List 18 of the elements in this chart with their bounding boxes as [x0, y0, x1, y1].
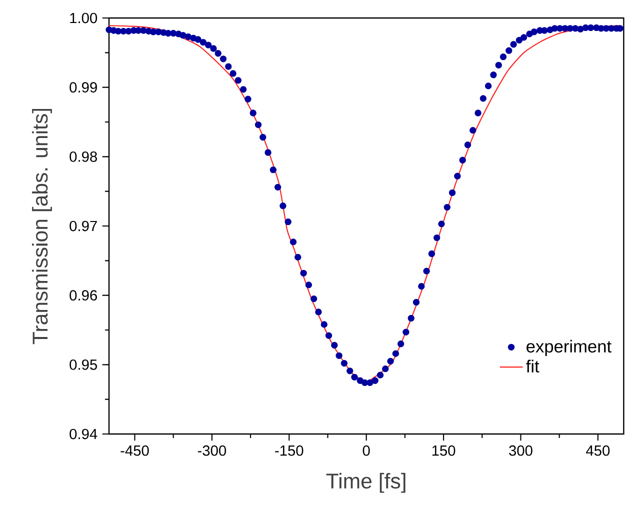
x-tick-label: 150: [432, 445, 456, 456]
y-tick-label: 0.97: [70, 220, 97, 232]
x-tick-label: 0: [362, 445, 370, 456]
y-tick-label: 0.96: [70, 290, 97, 301]
y-tick-label: 0.99: [70, 82, 97, 93]
y-tick-label: 0.98: [70, 151, 97, 162]
x-tick-label: -150: [275, 445, 304, 456]
legend-label: experiment: [526, 340, 612, 356]
x-axis-title: Time [fs]: [326, 472, 406, 493]
legend-label: fit: [526, 360, 540, 372]
x-tick-label: 300: [509, 445, 532, 456]
x-tick-label: -450: [120, 445, 149, 456]
y-tick-label: 1.00: [70, 12, 98, 24]
x-tick-label: 450: [586, 445, 610, 456]
y-tick-label: 0.95: [70, 359, 97, 370]
y-tick-label: 0.94: [70, 428, 98, 440]
y-axis-title: Transmission [abs. units]: [32, 108, 52, 344]
x-tick-label: -300: [198, 445, 226, 456]
